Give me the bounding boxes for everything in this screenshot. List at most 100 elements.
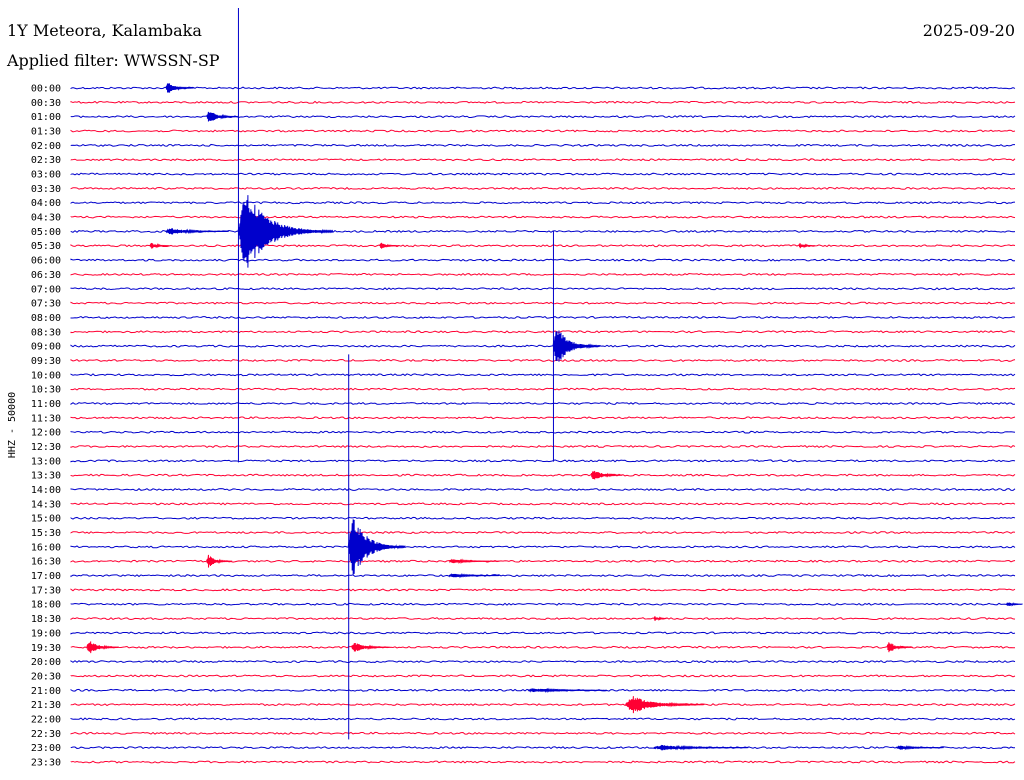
- trace-line: [70, 731, 1016, 735]
- trace-line: [70, 287, 1016, 291]
- trace-line: [70, 330, 1016, 334]
- row-time-label: 03:30: [31, 184, 61, 195]
- row-time-label: 00:00: [31, 84, 61, 95]
- seismic-event: [149, 242, 170, 249]
- trace-line: [70, 545, 1016, 549]
- row-time-label: 06:00: [31, 256, 61, 267]
- trace-line: [70, 631, 1016, 635]
- seismic-event: [86, 641, 119, 654]
- row-time-label: 12:00: [31, 428, 61, 439]
- trace-line: [70, 746, 1016, 750]
- seismic-event: [165, 83, 195, 93]
- trace-line: [70, 186, 1016, 190]
- trace-line: [70, 674, 1016, 678]
- row-time-label: 21:30: [31, 700, 61, 711]
- row-time-label: 04:30: [31, 213, 61, 224]
- row-time-label: 10:30: [31, 385, 61, 396]
- row-time-label: 16:30: [31, 557, 61, 568]
- row-time-label: 12:30: [31, 442, 61, 453]
- trace-line: [70, 473, 1016, 477]
- trace-line: [70, 315, 1016, 319]
- row-time-label: 18:00: [31, 600, 61, 611]
- trace-line: [70, 358, 1016, 362]
- trace-line: [70, 387, 1016, 391]
- trace-line: [70, 416, 1016, 420]
- seismic-event: [590, 470, 623, 480]
- seismic-event: [552, 330, 601, 362]
- row-time-label: 23:30: [31, 757, 61, 768]
- seismic-event: [448, 572, 500, 579]
- trace-line: [70, 244, 1016, 248]
- trace-line: [70, 100, 1016, 104]
- trace-line: [70, 301, 1016, 305]
- row-time-label: 17:00: [31, 571, 61, 582]
- station-title: 1Y Meteora, Kalambaka: [7, 21, 202, 40]
- trace-line: [70, 760, 1016, 764]
- row-time-label: 04:00: [31, 198, 61, 209]
- trace-line: [70, 488, 1016, 492]
- date-label: 2025-09-20: [923, 21, 1015, 40]
- seismic-event: [347, 519, 406, 575]
- trace-line: [70, 158, 1016, 162]
- seismic-event: [379, 242, 400, 249]
- trace-line: [70, 444, 1016, 449]
- row-time-label: 08:30: [31, 327, 61, 338]
- row-time-label: 11:30: [31, 413, 61, 424]
- row-time-label: 16:00: [31, 542, 61, 553]
- seismic-event: [237, 195, 333, 268]
- row-time-label: 02:30: [31, 155, 61, 166]
- trace-line: [70, 660, 1016, 664]
- row-time-label: 09:00: [31, 342, 61, 353]
- row-time-label: 05:00: [31, 227, 61, 238]
- seismic-event: [448, 558, 500, 565]
- trace-line: [70, 430, 1016, 434]
- trace-rows: 00:00 00:30 01:00 01:30 02:00 02:30 03:00 03:30…: [31, 84, 1016, 768]
- row-time-label: 02:00: [31, 141, 61, 152]
- seismic-event: [653, 615, 667, 622]
- trace-line: [70, 617, 1016, 621]
- seismic-event: [1006, 601, 1023, 607]
- seismic-event: [350, 643, 390, 652]
- row-time-label: 14:30: [31, 499, 61, 510]
- trace-line: [70, 258, 1016, 262]
- trace-line: [70, 703, 1016, 707]
- trace-line: [70, 172, 1016, 176]
- trace-line: [70, 143, 1016, 147]
- channel-label: HHZ - 50000: [7, 392, 18, 458]
- row-time-label: 19:30: [31, 643, 61, 654]
- trace-line: [70, 129, 1016, 133]
- row-time-label: 21:00: [31, 686, 61, 697]
- row-time-label: 13:00: [31, 456, 61, 467]
- row-time-label: 19:00: [31, 628, 61, 639]
- seismic-event: [625, 696, 705, 714]
- seismic-event: [206, 111, 239, 122]
- row-time-label: 08:00: [31, 313, 61, 324]
- row-time-label: 03:00: [31, 170, 61, 181]
- row-time-label: 20:30: [31, 671, 61, 682]
- row-time-label: 10:00: [31, 370, 61, 381]
- seismic-events: [86, 8, 1023, 751]
- trace-line: [70, 373, 1016, 377]
- seismic-event: [653, 744, 749, 751]
- row-time-label: 22:00: [31, 714, 61, 725]
- row-time-label: 17:30: [31, 585, 61, 596]
- trace-line: [70, 459, 1016, 463]
- row-time-label: 07:00: [31, 284, 61, 295]
- trace-line: [70, 86, 1016, 90]
- row-time-label: 09:30: [31, 356, 61, 367]
- row-time-label: 23:00: [31, 743, 61, 754]
- trace-line: [70, 602, 1016, 606]
- trace-line: [70, 516, 1016, 520]
- trace-line: [70, 717, 1016, 721]
- row-time-label: 20:00: [31, 657, 61, 668]
- seismic-event: [275, 228, 302, 235]
- trace-line: [70, 645, 1016, 649]
- row-time-label: 15:30: [31, 528, 61, 539]
- row-time-label: 11:00: [31, 399, 61, 410]
- trace-line: [70, 272, 1016, 276]
- trace-line: [70, 502, 1016, 506]
- seismic-event: [165, 228, 229, 235]
- trace-line: [70, 401, 1016, 406]
- row-time-label: 15:00: [31, 514, 61, 525]
